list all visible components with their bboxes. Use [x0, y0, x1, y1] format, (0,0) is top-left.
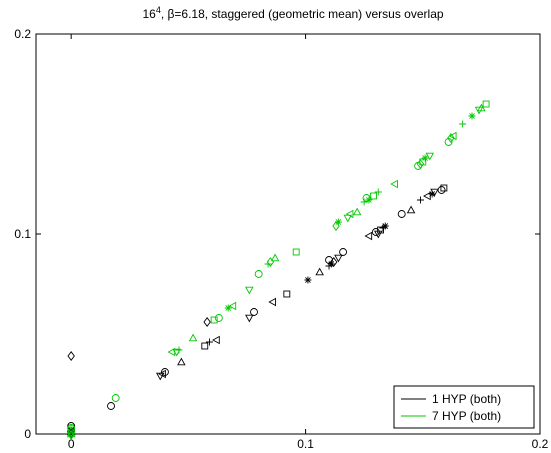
- data-point-series-2: [175, 346, 183, 354]
- data-point-series-2: [67, 424, 76, 432]
- data-point-series-1: [364, 231, 373, 241]
- data-point-series-2: [365, 196, 373, 204]
- data-point-series-1: [334, 254, 343, 263]
- data-point-series-2: [254, 270, 263, 278]
- data-point-series-2: [245, 286, 254, 295]
- x-tick-label: 0.1: [297, 437, 314, 451]
- legend-label: 7 HYP (both): [432, 409, 501, 423]
- data-point-series-1: [205, 338, 213, 346]
- data-point-series-1: [428, 190, 436, 198]
- data-point-series-1: [373, 230, 383, 239]
- data-point-series-2: [390, 179, 398, 189]
- data-point-series-1: [381, 222, 389, 230]
- chart-title-rest: , β=6.18, staggered (geometric mean) ver…: [161, 7, 444, 21]
- data-point-series-2: [459, 120, 467, 128]
- data-point-series-2: [334, 218, 342, 226]
- data-point-series-2: [352, 207, 362, 216]
- legend: 1 HYP (both) 7 HYP (both): [393, 385, 535, 429]
- data-point-series-2: [416, 159, 425, 169]
- data-point-series-2: [210, 316, 218, 324]
- legend-label: 1 HYP (both): [432, 392, 501, 406]
- data-point-series-2: [477, 103, 486, 112]
- legend-box: [393, 385, 535, 429]
- data-point-series-1: [430, 188, 439, 197]
- data-point-series-1: [327, 260, 335, 268]
- data-point-series-1: [406, 205, 416, 214]
- data-point-series-1: [67, 351, 75, 361]
- data-point-series-1: [201, 342, 209, 350]
- axis-tick-labels: 0 0.1 0.2 0 0.1 0.2: [14, 27, 548, 451]
- data-point-series-1: [304, 276, 312, 284]
- chart-title-base: 16: [142, 7, 156, 21]
- data-markers: [66, 100, 490, 441]
- data-point-series-2: [370, 192, 377, 200]
- data-point-series-1: [268, 297, 277, 307]
- x-tick-label: 0.2: [532, 437, 549, 451]
- data-point-series-2: [474, 106, 484, 115]
- data-point-series-1: [250, 308, 258, 316]
- data-point-series-2: [468, 112, 476, 120]
- data-point-series-1: [315, 267, 324, 276]
- data-point-series-1: [283, 290, 291, 298]
- data-point-series-1: [158, 369, 166, 379]
- data-point-series-2: [67, 427, 75, 437]
- x-tick-label: 0: [68, 437, 75, 451]
- plot-area: [35, 33, 541, 435]
- data-point-series-2: [419, 158, 427, 166]
- data-point-series-2: [214, 314, 223, 322]
- data-point-series-2: [447, 133, 455, 143]
- data-point-series-1: [440, 184, 448, 192]
- y-tick-label: 0.2: [14, 27, 31, 41]
- data-point-series-2: [345, 209, 354, 219]
- y-tick-label: 0: [24, 427, 31, 441]
- data-point-series-1: [177, 357, 186, 366]
- data-point-series-2: [270, 253, 280, 262]
- data-point-series-1: [107, 402, 115, 410]
- data-point-series-1: [212, 335, 220, 345]
- chart-title: 164, β=6.18, staggered (geometric mean) …: [142, 5, 443, 21]
- data-point-series-2: [362, 194, 371, 202]
- data-point-series-2: [111, 394, 120, 402]
- data-point-series-1: [437, 186, 446, 194]
- data-point-series-2: [421, 154, 429, 162]
- data-point-series-2: [228, 301, 237, 311]
- data-point-series-2: [188, 333, 198, 342]
- data-point-series-1: [245, 314, 254, 323]
- data-point-series-2: [482, 100, 490, 108]
- data-point-series-1: [371, 228, 380, 236]
- data-point-series-1: [416, 196, 424, 204]
- data-point-series-1: [377, 226, 385, 234]
- data-point-series-2: [343, 214, 353, 223]
- data-point-series-2: [374, 188, 382, 196]
- data-point-series-2: [425, 152, 435, 161]
- y-tick-label: 0.1: [14, 227, 31, 241]
- data-point-series-1: [203, 317, 211, 327]
- data-point-series-2: [172, 348, 181, 357]
- data-point-series-2: [224, 304, 232, 312]
- data-point-series-1: [397, 210, 406, 218]
- data-point-series-1: [339, 248, 348, 256]
- data-point-series-1: [160, 368, 169, 376]
- data-point-series-2: [448, 131, 457, 141]
- chart-title-superscript: 4: [156, 5, 161, 15]
- data-point-series-2: [66, 432, 76, 441]
- data-point-series-1: [329, 257, 338, 267]
- data-point-series-2: [292, 248, 300, 256]
